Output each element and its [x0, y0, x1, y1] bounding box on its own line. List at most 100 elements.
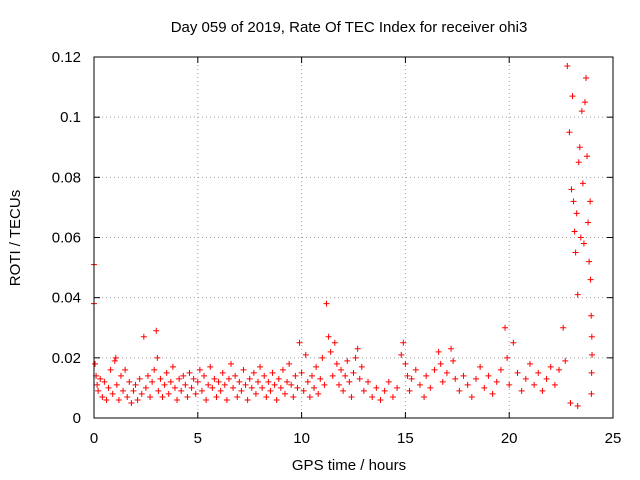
data-point — [340, 387, 347, 394]
data-point — [580, 240, 587, 247]
x-tick-labels: 0 5 10 15 20 25 — [90, 430, 622, 447]
data-point — [244, 396, 251, 403]
data-point — [198, 387, 205, 394]
data-point — [510, 339, 517, 346]
data-point — [263, 393, 270, 400]
data-point — [472, 375, 479, 382]
data-point — [323, 300, 330, 307]
data-point — [587, 198, 594, 205]
data-point — [344, 357, 351, 364]
data-point — [556, 366, 563, 373]
data-point — [149, 378, 156, 385]
data-point — [111, 357, 118, 364]
data-point — [242, 381, 249, 388]
data-point — [439, 378, 446, 385]
data-point — [423, 372, 430, 379]
x-tick-label: 15 — [397, 430, 414, 447]
data-point — [452, 375, 459, 382]
data-point — [342, 372, 349, 379]
data-point — [275, 375, 282, 382]
data-point — [178, 387, 185, 394]
data-point — [174, 396, 181, 403]
data-point — [574, 291, 581, 298]
data-point — [240, 366, 247, 373]
data-point — [117, 372, 124, 379]
data-point — [400, 339, 407, 346]
data-point — [115, 396, 122, 403]
data-point — [571, 228, 578, 235]
data-point — [138, 390, 145, 397]
data-point — [103, 396, 110, 403]
data-point — [406, 387, 413, 394]
data-point — [159, 393, 166, 400]
data-point — [217, 387, 224, 394]
data-point — [238, 387, 245, 394]
data-point — [358, 363, 365, 370]
data-point — [144, 372, 151, 379]
data-point — [354, 345, 361, 352]
data-point — [338, 366, 345, 373]
data-point — [128, 399, 135, 406]
data-point — [352, 354, 359, 361]
data-point — [290, 393, 297, 400]
data-point — [203, 396, 210, 403]
data-point — [543, 375, 550, 382]
data-point — [113, 381, 120, 388]
data-point — [464, 381, 471, 388]
data-point — [300, 387, 307, 394]
data-point — [308, 372, 315, 379]
data-point — [155, 387, 162, 394]
data-point — [477, 363, 484, 370]
data-point — [319, 354, 326, 361]
data-point — [120, 387, 127, 394]
data-point — [250, 369, 257, 376]
data-point — [356, 375, 363, 382]
data-point — [562, 357, 569, 364]
data-point — [564, 63, 571, 70]
data-point — [313, 363, 320, 370]
data-point — [547, 363, 554, 370]
data-point — [437, 360, 444, 367]
data-point — [169, 363, 176, 370]
data-point — [171, 384, 178, 391]
data-point — [321, 381, 328, 388]
data-point — [506, 381, 513, 388]
x-tick-label: 10 — [293, 430, 310, 447]
data-point — [246, 375, 253, 382]
x-tick-label: 20 — [501, 430, 518, 447]
data-point — [209, 384, 216, 391]
data-point — [577, 234, 584, 241]
data-point — [112, 354, 119, 361]
data-point — [130, 387, 137, 394]
data-point — [296, 339, 303, 346]
data-point — [360, 387, 367, 394]
data-point — [279, 366, 286, 373]
data-point — [514, 369, 521, 376]
data-point — [578, 108, 585, 115]
data-point — [267, 387, 274, 394]
data-point — [570, 198, 577, 205]
data-point — [311, 384, 318, 391]
data-point — [302, 351, 309, 358]
data-point — [346, 378, 353, 385]
data-point — [304, 378, 311, 385]
data-point — [236, 378, 243, 385]
chart-title: Day 059 of 2019, Rate Of TEC Index for r… — [171, 19, 528, 36]
data-point — [140, 333, 147, 340]
y-axis-label: ROTI / TECUs — [7, 190, 24, 286]
data-point — [298, 369, 305, 376]
data-point — [493, 378, 500, 385]
data-point — [369, 393, 376, 400]
data-point — [101, 378, 108, 385]
data-point — [211, 375, 218, 382]
data-point — [584, 153, 591, 160]
data-point — [205, 381, 212, 388]
data-point — [589, 351, 596, 358]
data-point — [365, 378, 372, 385]
y-tick-label: 0.08 — [52, 169, 81, 186]
data-point — [581, 99, 588, 106]
data-point — [94, 381, 101, 388]
data-point — [147, 393, 154, 400]
data-point — [329, 372, 336, 379]
